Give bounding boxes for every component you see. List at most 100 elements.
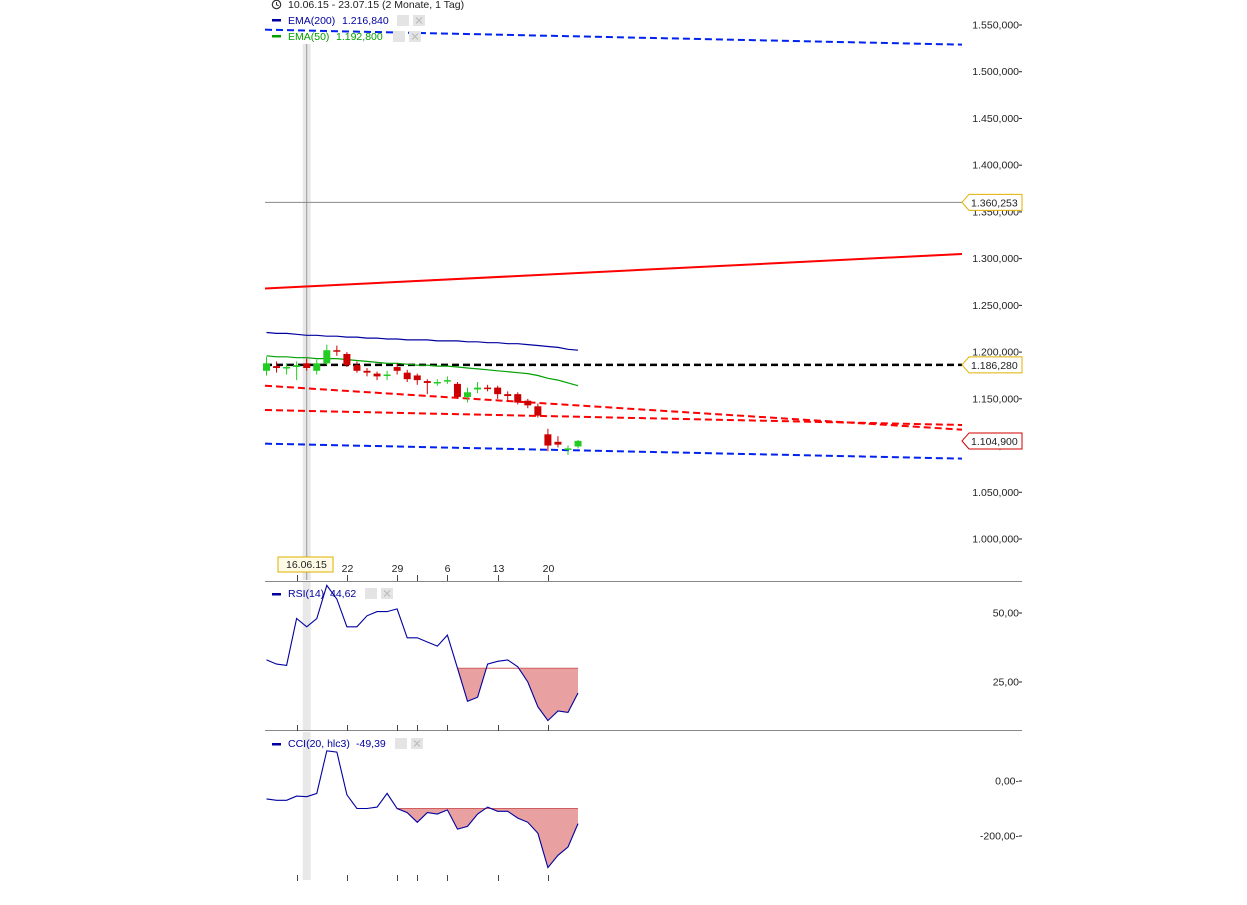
rsi-swatch: [272, 593, 281, 596]
price-tags: 1.360,253 1.186,280 1.104,900: [961, 193, 1023, 450]
cci-value: -49,39: [356, 738, 386, 750]
legend-rsi[interactable]: RSI(14) 44,62: [272, 588, 393, 600]
candle-body[interactable]: [544, 434, 552, 446]
price-tag-hline-box: [961, 356, 1023, 374]
candle-body[interactable]: [293, 365, 301, 368]
price-y-tick-label: 1.000,000: [972, 534, 1019, 546]
ema50-gear-icon[interactable]: [393, 31, 405, 42]
cci-y-tick-label: -200,00-: [980, 831, 1020, 843]
candle-body[interactable]: [443, 380, 451, 382]
legend-ema200[interactable]: EMA(200) 1.216,840: [272, 15, 425, 27]
candle-body[interactable]: [413, 375, 421, 381]
rsi-close-glyph: [383, 590, 391, 597]
trend-line-5[interactable]: [264, 28, 963, 46]
candle-body[interactable]: [373, 373, 381, 377]
clock-icon: [271, 0, 282, 10]
candle-body[interactable]: [393, 367, 401, 371]
candle-body[interactable]: [453, 383, 461, 397]
candle-body[interactable]: [423, 381, 431, 383]
price-y-tick-label: 1.200,000: [972, 347, 1019, 359]
trend-line-4[interactable]: [264, 442, 963, 460]
candle-body[interactable]: [564, 448, 572, 450]
candle-body[interactable]: [263, 363, 270, 371]
clock-hands: [276, 2, 279, 7]
trend-line-0[interactable]: [264, 252, 963, 290]
ema200-close-glyph: [415, 17, 423, 24]
candle-body[interactable]: [464, 392, 471, 397]
ema200-gear-icon[interactable]: [397, 15, 409, 26]
cci-oversold-fill: [397, 808, 486, 830]
candle-body[interactable]: [333, 350, 341, 352]
x-tick-label: 6: [445, 563, 451, 575]
trend-line-3[interactable]: [264, 409, 963, 426]
cursor-band-rsi: [302, 582, 311, 730]
candle-body[interactable]: [524, 400, 532, 406]
x-tick-label: 13: [493, 563, 505, 575]
candle-body[interactable]: [323, 350, 331, 364]
ema200-label: EMA(200): [288, 15, 335, 27]
ema200-swatch: [272, 19, 281, 22]
candle-body[interactable]: [363, 370, 371, 373]
cursor-date-label: 16.06.15: [277, 556, 334, 573]
ema50-close-glyph: [411, 33, 419, 40]
price-y-tick-label: 1.050,000: [972, 487, 1019, 499]
rsi-label: RSI(14): [288, 588, 324, 600]
candle-body[interactable]: [313, 363, 321, 371]
candle-body[interactable]: [353, 365, 361, 371]
rsi-gear-icon[interactable]: [365, 588, 377, 599]
x-tick-label: 20: [543, 563, 555, 575]
price-y-tick-label: 1.250,000: [972, 300, 1019, 312]
date-range-header: 10.06.15 - 23.07.15 (2 Monate, 1 Tag): [271, 0, 464, 11]
price-tag-crosshair-text: 1.360,253: [971, 197, 1018, 209]
rsi-oversold-fill: [457, 668, 487, 702]
cursor-date-text: 16.06.15: [286, 559, 327, 571]
rsi-panel[interactable]: [266, 584, 579, 722]
candle-body[interactable]: [403, 372, 411, 380]
candle-body[interactable]: [554, 441, 562, 445]
price-y-tick-label: 1.150,000: [972, 393, 1019, 405]
cci-close-glyph: [413, 740, 421, 747]
chart-structure: [265, 44, 1022, 880]
price-y-tick-label: 1.550,000: [972, 20, 1019, 32]
cci-line[interactable]: [266, 750, 579, 869]
rsi-y-tick-label: 25,00: [993, 677, 1019, 689]
x-tick-label: 22: [342, 563, 354, 575]
cci-panel[interactable]: [266, 750, 579, 869]
rsi-line[interactable]: [266, 584, 579, 722]
x-tick-label: 29: [392, 563, 404, 575]
candle-body[interactable]: [514, 394, 522, 403]
trend-line-2[interactable]: [264, 384, 963, 431]
candle-body[interactable]: [343, 353, 351, 366]
ema200-value: 1.216,840: [342, 15, 389, 27]
candle-body[interactable]: [484, 387, 492, 390]
candle-body[interactable]: [433, 381, 441, 384]
ema50-line[interactable]: [266, 355, 579, 387]
date-range-text: 10.06.15 - 23.07.15 (2 Monate, 1 Tag): [288, 0, 464, 11]
legend-cci[interactable]: CCI(20, hlc3) -49,39: [272, 738, 423, 750]
candle-body[interactable]: [303, 363, 311, 368]
candle-body[interactable]: [273, 366, 281, 368]
price-y-tick-label: 1.400,000: [972, 160, 1019, 172]
ema200-line[interactable]: [266, 331, 579, 351]
candle-body[interactable]: [574, 440, 582, 447]
price-y-tick-label: 1.500,000: [972, 66, 1019, 78]
cci-y-tick-label: 0,00-: [995, 776, 1019, 788]
candle-body[interactable]: [283, 367, 291, 369]
legend-ema50[interactable]: EMA(50) 1.192,800: [272, 31, 421, 43]
rsi-oversold-fill: [518, 668, 578, 721]
ema50-value: 1.192,800: [336, 31, 383, 43]
price-y-tick-label: 1.450,000: [972, 113, 1019, 125]
rsi-value: 44,62: [330, 588, 356, 600]
price-tag-crosshair-box: [961, 193, 1023, 211]
axis-labels: 22 29 6 13 20 1.550,000 1.500,000 1.450,000 1.40…: [297, 20, 1022, 881]
price-tag-hline-text: 1.186,280: [971, 360, 1018, 372]
candle-body[interactable]: [534, 406, 542, 416]
candle-body[interactable]: [474, 387, 482, 390]
cci-gear-icon[interactable]: [395, 738, 407, 749]
ema50-label: EMA(50): [288, 31, 329, 43]
candle-body[interactable]: [494, 387, 502, 395]
candle-body[interactable]: [504, 394, 512, 397]
price-panel[interactable]: [263, 28, 963, 460]
candle-body[interactable]: [383, 374, 391, 377]
